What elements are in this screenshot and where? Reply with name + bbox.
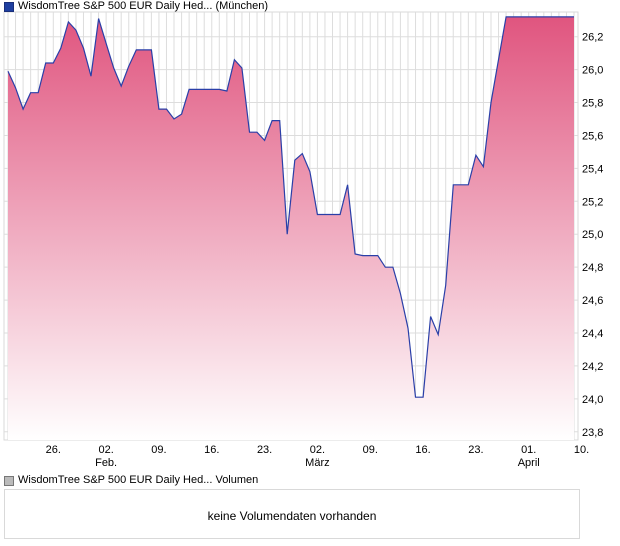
- price-area: [8, 16, 574, 441]
- x-month-label: März: [305, 457, 329, 469]
- y-tick-label: 25,2: [582, 196, 603, 208]
- y-tick-label: 25,6: [582, 130, 603, 142]
- x-tick-label: 16.: [415, 444, 430, 456]
- x-tick-label: 02.: [98, 444, 113, 456]
- x-tick-label: 09.: [363, 444, 378, 456]
- x-tick-label: 01.: [521, 444, 536, 456]
- volume-empty-message: keine Volumendaten vorhanden: [207, 509, 377, 523]
- volume-legend-swatch: [4, 475, 14, 486]
- x-tick-label: 02.: [310, 444, 325, 456]
- y-tick-label: 26,2: [582, 32, 603, 44]
- y-tick-label: 25,4: [582, 163, 603, 175]
- price-legend: WisdomTree S&P 500 EUR Daily Hed... (Mün…: [4, 0, 268, 13]
- x-tick-label: 09.: [151, 444, 166, 456]
- x-tick-label: 26.: [46, 444, 61, 456]
- x-tick-label: 16.: [204, 444, 219, 456]
- volume-panel: keine Volumendaten vorhanden: [4, 489, 580, 539]
- x-tick-label: 23.: [257, 444, 272, 456]
- y-tick-label: 24,8: [582, 262, 603, 274]
- y-tick-label: 24,0: [582, 394, 603, 406]
- y-tick-label: 26,0: [582, 65, 603, 77]
- price-legend-swatch: [4, 1, 14, 12]
- y-tick-label: 25,0: [582, 229, 603, 241]
- x-tick-label: 23.: [468, 444, 483, 456]
- x-month-label: Feb.: [95, 457, 117, 469]
- y-tick-label: 23,8: [582, 427, 603, 439]
- volume-legend: WisdomTree S&P 500 EUR Daily Hed... Volu…: [4, 474, 258, 487]
- price-line: [7, 16, 574, 398]
- y-tick-label: 24,4: [582, 328, 603, 340]
- price-legend-label: WisdomTree S&P 500 EUR Daily Hed... (Mün…: [18, 0, 269, 12]
- x-month-label: April: [518, 457, 540, 469]
- y-tick-label: 25,8: [582, 98, 603, 110]
- y-tick-label: 24,2: [582, 361, 603, 373]
- y-tick-label: 24,6: [582, 295, 603, 307]
- x-tick-label: 10.: [574, 444, 589, 456]
- volume-legend-label: WisdomTree S&P 500 EUR Daily Hed... Volu…: [18, 474, 259, 486]
